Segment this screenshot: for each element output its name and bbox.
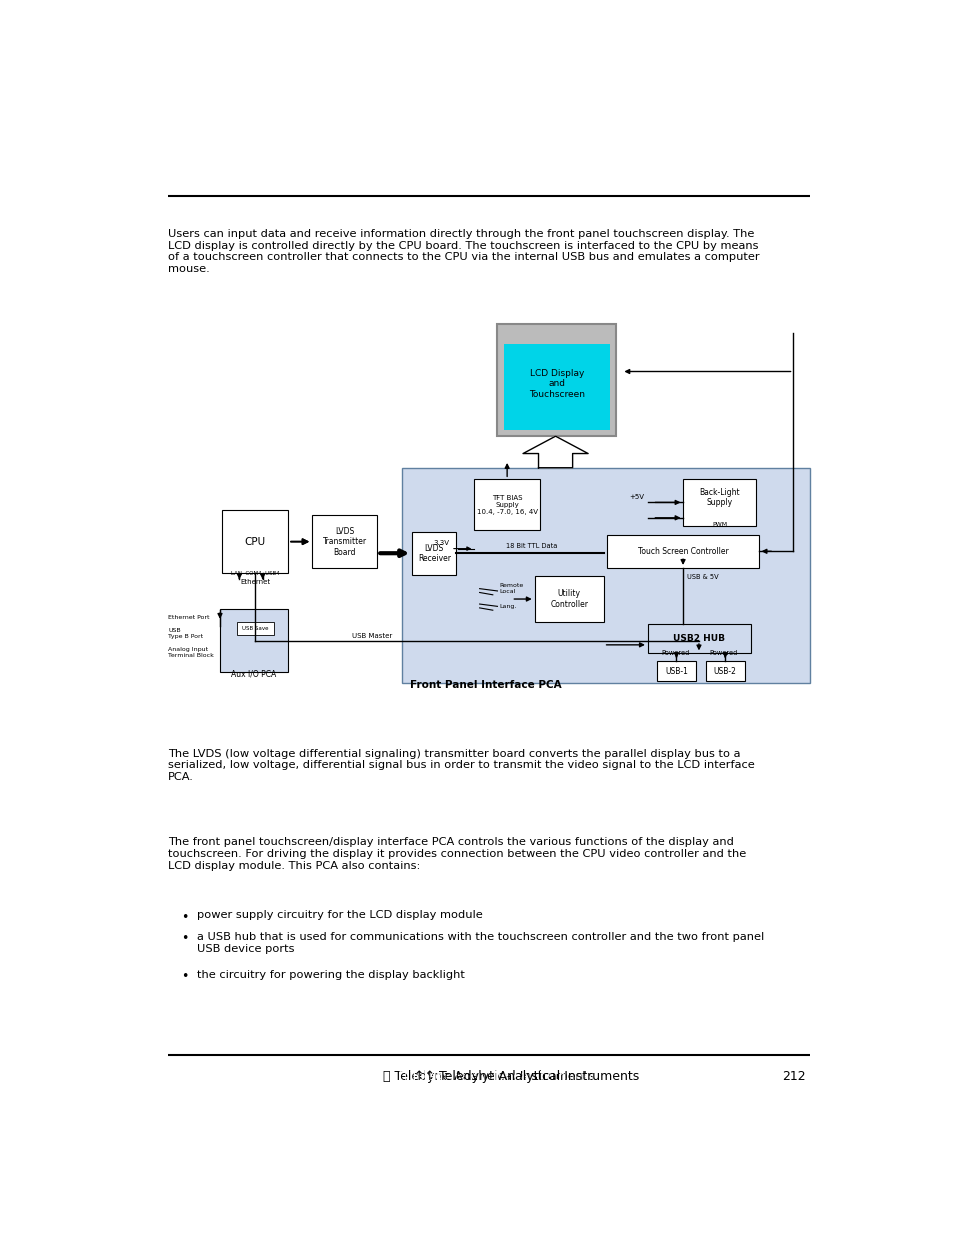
Text: USB Save: USB Save [242,626,269,631]
Text: LAN  COM4  USB4: LAN COM4 USB4 [231,571,279,576]
Text: Touch Screen Controller: Touch Screen Controller [637,547,728,556]
Text: Lang.: Lang. [498,604,516,609]
FancyBboxPatch shape [312,515,377,568]
Text: Aux I/O PCA: Aux I/O PCA [232,669,276,678]
Text: USB2 HUB: USB2 HUB [673,635,724,643]
Text: 18 Bit TTL Data: 18 Bit TTL Data [506,543,558,550]
Text: The LVDS (low voltage differential signaling) transmitter board converts the par: The LVDS (low voltage differential signa… [168,748,754,782]
Text: +5V: +5V [628,494,643,500]
FancyBboxPatch shape [647,624,750,653]
FancyBboxPatch shape [497,324,616,436]
Text: The front panel touchscreen/display interface PCA controls the various functions: The front panel touchscreen/display inte… [168,837,745,871]
Text: CPU: CPU [244,537,266,547]
FancyBboxPatch shape [534,577,603,621]
Text: •: • [181,932,189,945]
Text: Ethernet Port: Ethernet Port [168,615,210,620]
Text: Users can input data and receive information directly through the front panel to: Users can input data and receive informa… [168,228,759,274]
FancyBboxPatch shape [236,621,274,635]
Text: Ethernet: Ethernet [240,579,270,585]
FancyBboxPatch shape [412,531,456,574]
Text: Back-Light
Supply: Back-Light Supply [699,488,740,508]
Text: LVDS
Transmitter
Board: LVDS Transmitter Board [322,527,367,557]
Text: power supply circuitry for the LCD display module: power supply circuitry for the LCD displ… [196,910,482,920]
FancyBboxPatch shape [657,661,695,680]
Text: 🎯 Teledyne Analytical Instruments: 🎯 Teledyne Analytical Instruments [367,1070,610,1083]
Text: Powered: Powered [709,651,738,656]
FancyBboxPatch shape [705,661,744,680]
Text: TFT BIAS
Supply
10.4, -7.0, 16, 4V: TFT BIAS Supply 10.4, -7.0, 16, 4V [476,495,537,515]
Text: the circuitry for powering the display backlight: the circuitry for powering the display b… [196,969,464,979]
Text: USB-2: USB-2 [713,667,736,676]
Text: •: • [181,969,189,983]
Text: PWM: PWM [712,522,727,527]
FancyBboxPatch shape [474,479,539,530]
FancyBboxPatch shape [503,343,609,430]
Text: 212: 212 [781,1070,804,1083]
Text: USB & 5V: USB & 5V [686,574,718,580]
FancyBboxPatch shape [220,609,288,672]
Text: ↑↑ Teledyne Analytical Instruments: ↑↑ Teledyne Analytical Instruments [414,1070,639,1083]
Polygon shape [522,436,587,468]
Text: USB Master: USB Master [352,632,392,638]
Text: 🎯 Teledyne Analytical Instruments: 🎯 Teledyne Analytical Instruments [383,1070,594,1083]
FancyBboxPatch shape [607,535,758,568]
Text: Analog Input
Terminal Block: Analog Input Terminal Block [168,647,213,658]
Text: Utility
Controller: Utility Controller [550,589,587,609]
FancyBboxPatch shape [402,468,809,683]
Text: a USB hub that is used for communications with the touchscreen controller and th: a USB hub that is used for communication… [196,932,763,953]
FancyBboxPatch shape [222,510,288,573]
Text: USB-1: USB-1 [664,667,687,676]
Text: 3.3V: 3.3V [433,540,449,546]
Text: USB
Type B Port: USB Type B Port [168,627,203,638]
Text: •: • [181,910,189,924]
Text: LVDS
Receiver: LVDS Receiver [417,543,451,563]
Text: Powered: Powered [660,651,689,656]
Text: Remote
Local: Remote Local [498,583,522,594]
Text: Front Panel Interface PCA: Front Panel Interface PCA [410,679,561,689]
Text: LCD Display
and
Touchscreen: LCD Display and Touchscreen [528,369,584,399]
FancyBboxPatch shape [682,479,756,526]
